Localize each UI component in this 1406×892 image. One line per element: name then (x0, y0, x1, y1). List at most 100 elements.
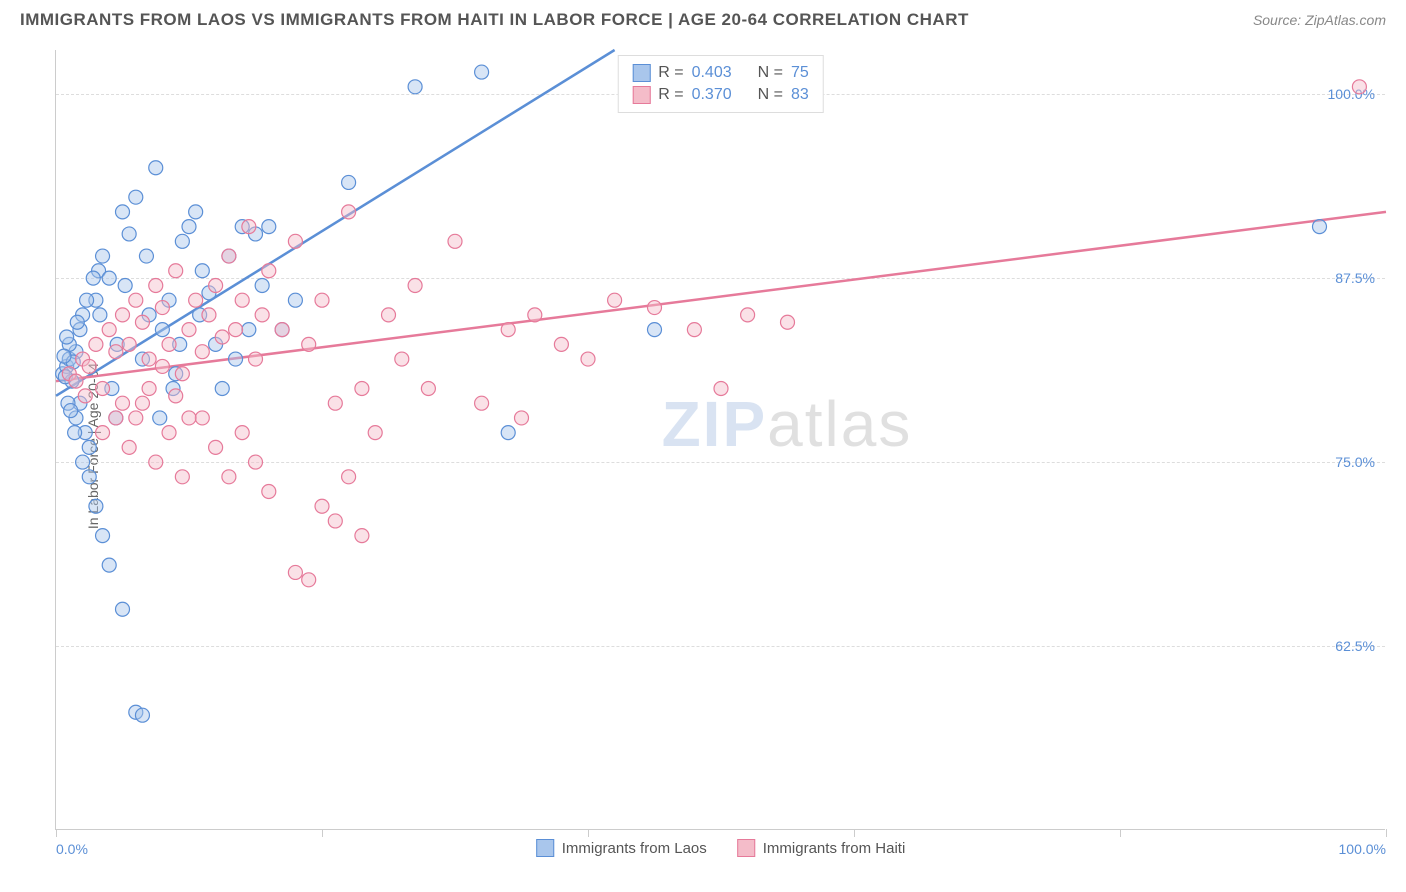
data-point-laos (1313, 220, 1327, 234)
data-point-laos (149, 161, 163, 175)
data-point-laos (96, 249, 110, 263)
data-point-laos (135, 708, 149, 722)
series-label-haiti: Immigrants from Haiti (763, 840, 906, 857)
data-point-haiti (162, 426, 176, 440)
data-point-laos (116, 205, 130, 219)
data-point-haiti (149, 455, 163, 469)
data-point-haiti (169, 389, 183, 403)
data-point-laos (255, 278, 269, 292)
swatch-laos (536, 839, 554, 857)
data-point-laos (408, 80, 422, 94)
data-point-haiti (155, 359, 169, 373)
data-point-haiti (714, 381, 728, 395)
data-point-haiti (135, 396, 149, 410)
data-point-haiti (69, 374, 83, 388)
data-point-haiti (142, 352, 156, 366)
data-point-haiti (515, 411, 529, 425)
data-point-laos (102, 271, 116, 285)
data-point-laos (648, 323, 662, 337)
data-point-haiti (202, 308, 216, 322)
data-point-haiti (288, 234, 302, 248)
x-tick-label: 0.0% (56, 841, 88, 857)
n-label: N = (758, 64, 783, 82)
data-point-laos (102, 558, 116, 572)
series-label-laos: Immigrants from Laos (562, 840, 707, 857)
data-point-haiti (195, 411, 209, 425)
data-point-haiti (687, 323, 701, 337)
data-point-haiti (116, 308, 130, 322)
data-point-haiti (648, 301, 662, 315)
data-point-laos (229, 352, 243, 366)
n-value-haiti: 83 (791, 86, 809, 104)
data-point-laos (262, 220, 276, 234)
correlation-legend: R = 0.403 N = 75 R = 0.370 N = 83 (617, 55, 824, 113)
data-point-laos (139, 249, 153, 263)
data-point-haiti (129, 293, 143, 307)
data-point-haiti (315, 499, 329, 513)
x-tick (322, 829, 323, 837)
data-point-haiti (781, 315, 795, 329)
data-point-laos (76, 455, 90, 469)
data-point-haiti (229, 323, 243, 337)
data-point-laos (64, 404, 78, 418)
data-point-haiti (129, 411, 143, 425)
data-point-laos (82, 470, 96, 484)
data-point-haiti (328, 396, 342, 410)
data-point-haiti (209, 440, 223, 454)
data-point-haiti (395, 352, 409, 366)
swatch-haiti (737, 839, 755, 857)
r-label: R = (658, 64, 683, 82)
r-value-laos: 0.403 (692, 64, 732, 82)
data-point-haiti (109, 345, 123, 359)
data-point-laos (118, 278, 132, 292)
chart-plot-area: ZIPatlas 62.5%75.0%87.5%100.0% R = 0.403… (55, 50, 1385, 830)
data-point-haiti (355, 529, 369, 543)
data-point-laos (57, 349, 71, 363)
n-label: N = (758, 86, 783, 104)
legend-row-laos: R = 0.403 N = 75 (632, 62, 809, 84)
data-point-laos (288, 293, 302, 307)
data-point-haiti (109, 411, 123, 425)
data-point-haiti (408, 278, 422, 292)
data-point-laos (215, 381, 229, 395)
swatch-haiti (632, 86, 650, 104)
series-legend: Immigrants from Laos Immigrants from Hai… (536, 839, 906, 857)
data-point-haiti (135, 315, 149, 329)
data-point-haiti (195, 345, 209, 359)
data-point-haiti (222, 249, 236, 263)
data-point-haiti (175, 367, 189, 381)
data-point-laos (96, 529, 110, 543)
n-value-laos: 75 (791, 64, 809, 82)
r-value-haiti: 0.370 (692, 86, 732, 104)
data-point-haiti (215, 330, 229, 344)
data-point-haiti (421, 381, 435, 395)
data-point-haiti (169, 264, 183, 278)
data-point-laos (68, 426, 82, 440)
data-point-haiti (315, 293, 329, 307)
data-point-laos (155, 323, 169, 337)
data-point-haiti (189, 293, 203, 307)
data-point-haiti (581, 352, 595, 366)
data-point-haiti (96, 426, 110, 440)
x-tick (56, 829, 57, 837)
data-point-haiti (382, 308, 396, 322)
x-tick-label: 100.0% (1339, 841, 1386, 857)
data-point-haiti (288, 565, 302, 579)
scatter-plot-svg (56, 50, 1385, 829)
data-point-haiti (249, 352, 263, 366)
data-point-laos (242, 323, 256, 337)
data-point-haiti (608, 293, 622, 307)
x-tick (588, 829, 589, 837)
data-point-haiti (741, 308, 755, 322)
data-point-laos (89, 499, 103, 513)
data-point-laos (70, 315, 84, 329)
data-point-laos (60, 330, 74, 344)
data-point-haiti (222, 470, 236, 484)
data-point-haiti (182, 323, 196, 337)
data-point-laos (116, 602, 130, 616)
data-point-laos (153, 411, 167, 425)
data-point-haiti (475, 396, 489, 410)
data-point-haiti (249, 455, 263, 469)
data-point-laos (93, 308, 107, 322)
data-point-haiti (89, 337, 103, 351)
